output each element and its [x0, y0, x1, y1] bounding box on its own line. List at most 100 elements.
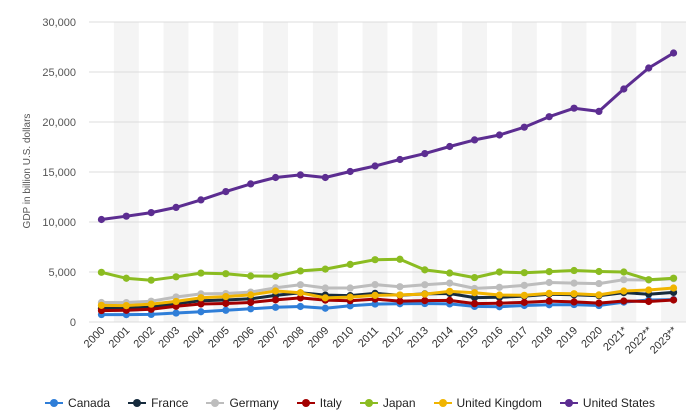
- legend-swatch-italy: [296, 398, 315, 408]
- series-line-united-kingdom: [99, 286, 676, 308]
- data-point-japan: [446, 269, 454, 277]
- legend-label-united-states: United States: [582, 396, 655, 410]
- data-point-canada: [147, 310, 155, 318]
- data-point-united-states: [271, 173, 280, 182]
- data-point-canada: [197, 308, 205, 316]
- data-point-italy: [446, 296, 454, 304]
- legend-label-united-kingdom: United Kingdom: [456, 396, 542, 410]
- data-point-united-kingdom: [595, 291, 603, 299]
- legend-swatch-canada: [45, 398, 64, 408]
- data-point-japan: [620, 268, 628, 276]
- data-point-united-states: [495, 131, 504, 139]
- data-point-united-kingdom: [222, 292, 230, 301]
- data-point-united-kingdom: [446, 287, 454, 295]
- data-point-united-kingdom: [122, 302, 130, 310]
- data-point-germany: [545, 278, 553, 287]
- legend-item-italy[interactable]: Italy: [296, 396, 342, 410]
- data-point-united-kingdom: [197, 294, 205, 302]
- data-point-japan: [122, 274, 130, 282]
- data-point-germany: [296, 281, 305, 289]
- x-tick-label: 2000: [82, 325, 108, 351]
- legend-item-canada[interactable]: Canada: [45, 396, 110, 410]
- data-point-japan: [296, 267, 305, 275]
- data-point-germany: [570, 279, 578, 287]
- data-point-japan: [271, 272, 280, 280]
- data-point-italy: [645, 297, 653, 306]
- data-point-japan: [147, 276, 155, 284]
- data-point-germany: [346, 284, 354, 292]
- data-point-canada: [172, 309, 180, 317]
- data-point-germany: [495, 283, 504, 291]
- chart-svg: 0 5,000 10,000 15,000 20,000 25,000 30,000 200…: [22, 17, 686, 356]
- data-point-canada: [371, 300, 379, 308]
- data-point-canada: [247, 305, 255, 313]
- x-tick-label: 2016: [480, 325, 506, 351]
- y-axis-ticks: 0 5,000 10,000 15,000 20,000 25,000 30,000: [42, 17, 76, 329]
- data-point-united-states: [247, 180, 255, 188]
- x-axis-ticks: 2000 2001 2002 2003 2004 2005 2006 2007 2008 2009…: [82, 324, 680, 356]
- legend-swatch-united-states: [559, 398, 578, 408]
- data-point-united-kingdom: [520, 291, 528, 299]
- data-point-japan: [321, 265, 329, 273]
- data-point-japan: [172, 273, 180, 281]
- data-point-united-states: [371, 162, 379, 170]
- data-point-italy: [595, 299, 603, 307]
- legend-item-germany[interactable]: Germany: [206, 396, 279, 410]
- data-point-germany: [371, 280, 379, 289]
- data-point-germany: [421, 281, 429, 289]
- data-point-united-states: [122, 212, 130, 220]
- data-point-united-states: [520, 123, 528, 131]
- data-point-japan: [520, 269, 528, 277]
- data-point-japan: [669, 274, 678, 282]
- data-point-united-states: [669, 49, 678, 57]
- series-line-canada: [99, 298, 676, 317]
- series-line-italy: [99, 296, 676, 313]
- data-point-japan: [197, 269, 205, 277]
- data-point-canada: [346, 302, 354, 310]
- x-tick-label: 2007: [256, 325, 282, 351]
- legend-item-france[interactable]: France: [128, 396, 188, 410]
- x-tick-label: 2006: [231, 325, 257, 351]
- legend-swatch-japan: [359, 398, 378, 408]
- data-point-united-states: [97, 215, 106, 224]
- x-tick-label: 2010: [331, 325, 357, 351]
- data-point-united-states: [545, 113, 553, 121]
- legend-swatch-germany: [206, 398, 225, 408]
- legend-label-france: France: [151, 396, 189, 410]
- data-point-germany: [520, 281, 528, 289]
- y-tick-label: 20,000: [42, 117, 76, 129]
- data-point-united-states: [172, 203, 180, 211]
- data-point-united-states: [421, 150, 429, 158]
- data-point-italy: [545, 297, 553, 305]
- data-point-united-kingdom: [296, 289, 305, 297]
- data-point-italy: [495, 299, 504, 307]
- data-point-japan: [396, 255, 404, 263]
- data-point-japan: [421, 266, 429, 274]
- legend-item-japan[interactable]: Japan: [359, 396, 416, 410]
- series-group: [97, 49, 678, 319]
- x-tick-label: 2018: [530, 325, 556, 351]
- data-point-united-states: [296, 171, 305, 179]
- data-point-germany: [595, 279, 603, 288]
- x-tick-label: 2017: [505, 325, 531, 351]
- data-point-france: [470, 294, 479, 302]
- series-line-united-states: [99, 51, 676, 221]
- data-point-united-kingdom: [271, 287, 280, 295]
- series-japan: [97, 255, 678, 284]
- data-point-united-states: [396, 155, 404, 164]
- data-point-japan: [645, 276, 653, 284]
- y-tick-label: 0: [70, 317, 76, 329]
- legend-label-canada: Canada: [68, 396, 111, 410]
- legend-label-germany: Germany: [229, 396, 279, 410]
- series-united-kingdom: [97, 284, 678, 310]
- x-tick-label: 2023**: [648, 324, 680, 356]
- data-point-italy: [620, 297, 628, 305]
- data-point-germany: [446, 279, 454, 287]
- legend-item-united-states[interactable]: United States: [559, 396, 655, 410]
- data-point-italy: [669, 296, 678, 304]
- legend-item-united-kingdom[interactable]: United Kingdom: [433, 396, 542, 410]
- data-point-united-kingdom: [346, 293, 354, 301]
- y-tick-label: 15,000: [42, 167, 76, 179]
- data-point-italy: [470, 300, 479, 308]
- data-point-japan: [545, 268, 553, 276]
